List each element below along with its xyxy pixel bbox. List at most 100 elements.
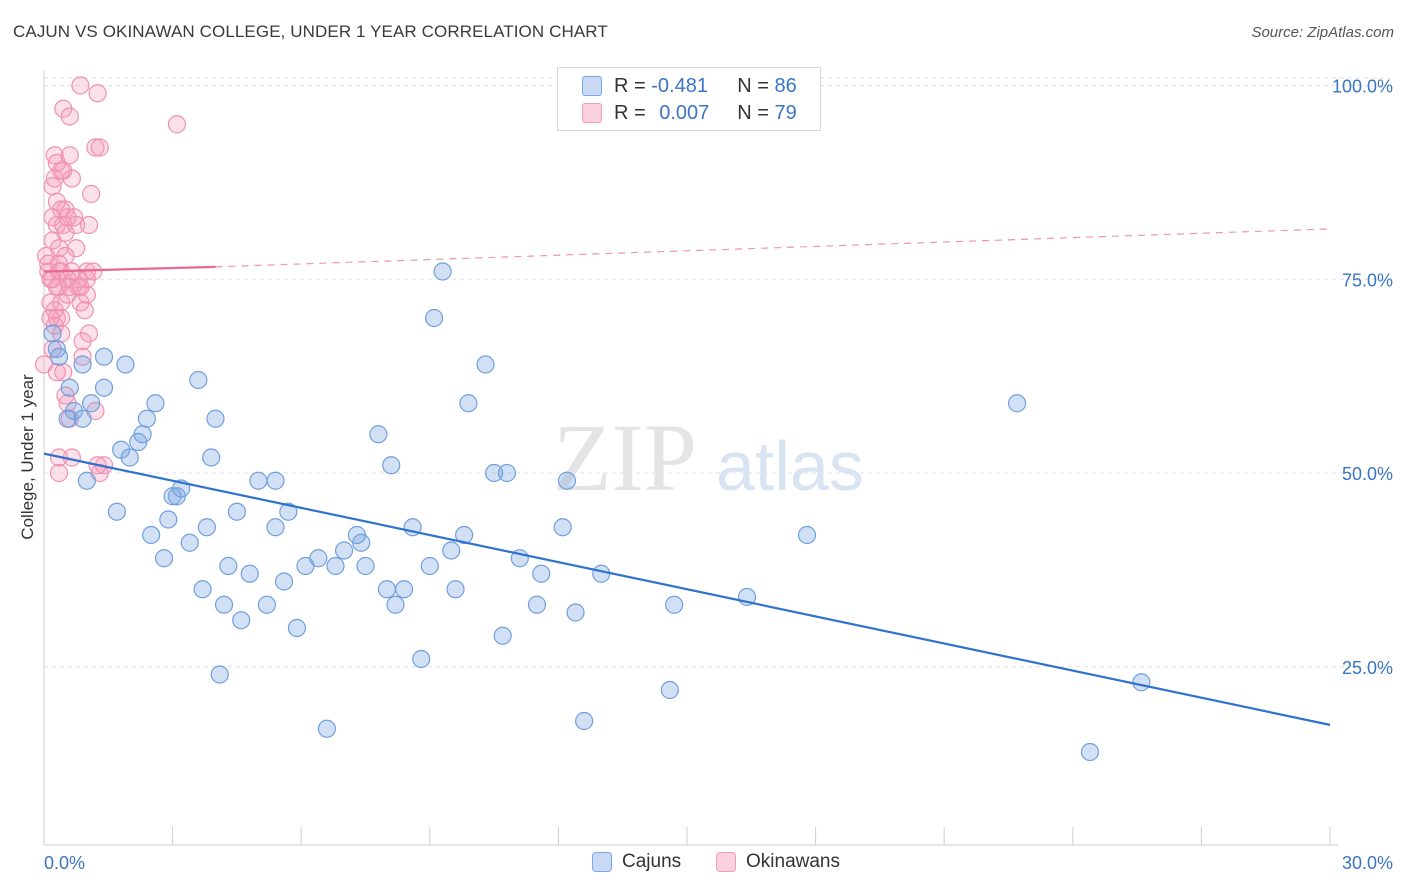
legend-swatch-cajuns [582, 76, 602, 96]
okinawan-point [43, 270, 62, 289]
legend-n-label: N = [737, 101, 775, 124]
cajun-point [665, 595, 684, 614]
cajun-point [352, 533, 371, 552]
cajun-point [287, 618, 307, 638]
cajun-point [476, 355, 495, 374]
cajun-point [1080, 742, 1100, 762]
cajun-point [107, 502, 126, 521]
cajun-point [497, 463, 517, 483]
cajun-point [266, 518, 285, 537]
okinawan-point [77, 285, 96, 304]
cajun-point [356, 556, 375, 576]
legend-swatch-okinawans [582, 103, 602, 123]
cajun-point [334, 541, 354, 560]
okinawan-point [90, 138, 109, 157]
x-tick-labels: 0.0% 30.0% [44, 853, 1393, 873]
cajun-point [566, 603, 585, 622]
cajun-point [446, 580, 465, 599]
bottom-legend-label-cajuns: Cajuns [622, 851, 682, 872]
cajun-point [575, 711, 594, 731]
cajun-point [210, 665, 229, 684]
okinawan-point [73, 347, 92, 366]
cajun-point [1007, 394, 1027, 413]
cajun-point [43, 324, 62, 343]
x-tick-label: 30.0% [1342, 853, 1393, 873]
cajun-point [82, 394, 101, 413]
cajun-point [493, 626, 512, 645]
watermark: ZIP atlas [553, 404, 864, 511]
y-tick-label: 100.0% [1332, 77, 1393, 97]
cajun-point [154, 549, 174, 568]
cajun-point [49, 347, 69, 366]
cajun-point [1132, 673, 1151, 692]
cajun-point [592, 564, 611, 583]
cajun-point [386, 595, 405, 614]
legend-r-label: R = [614, 101, 652, 124]
x-tick-label: 0.0% [44, 853, 85, 873]
cajun-point [60, 378, 79, 397]
y-tick-label: 25.0% [1342, 658, 1393, 678]
watermark-atlas: atlas [716, 427, 864, 505]
cajun-point [94, 378, 114, 397]
source-label: Source: ZipAtlas.com [1251, 24, 1394, 41]
cajun-point [249, 471, 268, 490]
bottom-legend-swatch-cajuns [592, 852, 612, 872]
cajun-point [202, 448, 221, 467]
cajuns-trend-line [43, 452, 1331, 726]
okinawan-point [41, 308, 60, 328]
cajun-point [146, 394, 165, 413]
cajun-point [553, 518, 572, 537]
okinawan-point [60, 107, 79, 126]
bottom-legend-okinawans: Okinawans [716, 851, 840, 873]
cajun-point [193, 580, 212, 599]
legend-n-value: 79 [774, 101, 797, 124]
cajun-point [424, 308, 444, 328]
chart-title: CAJUN VS OKINAWAN COLLEGE, UNDER 1 YEAR … [13, 22, 608, 41]
okinawan-point [167, 115, 186, 134]
bottom-legend-label-okinawans: Okinawans [746, 851, 840, 872]
cajun-point [189, 370, 208, 390]
cajun-point [485, 463, 504, 483]
y-tick-label: 50.0% [1342, 464, 1393, 484]
cajun-point [133, 425, 152, 444]
okinawan-point [60, 146, 79, 165]
cajun-point [377, 580, 397, 599]
cajun-point [180, 533, 199, 552]
cajun-point [274, 572, 294, 591]
okinawans-trend-line [43, 265, 216, 273]
okinawan-point [56, 246, 75, 266]
cajun-point [394, 580, 414, 599]
cajun-point [309, 549, 328, 568]
y-tick-label: 75.0% [1342, 270, 1393, 290]
legend-n-label: N = [737, 74, 775, 97]
cajun-point [159, 510, 178, 529]
okinawan-point [71, 76, 90, 95]
legend-row-okinawans: R = 0.007 N = 79 [582, 100, 797, 126]
cajun-point [660, 680, 679, 700]
axes [43, 70, 1338, 846]
y-axis-label: College, Under 1 year [18, 374, 37, 540]
cajun-point [142, 525, 161, 545]
cajun-point [557, 471, 577, 490]
cajun-point [58, 409, 77, 428]
cajun-point [454, 525, 474, 545]
cajun-point [73, 355, 92, 374]
cajun-point [232, 611, 251, 630]
cajun-point [257, 595, 277, 614]
bottom-legend-cajuns: Cajuns [592, 851, 681, 873]
cajun-point [442, 541, 461, 560]
cajun-point [532, 564, 551, 583]
okinawan-point [67, 215, 86, 235]
y-tick-labels: 100.0% 75.0% 50.0% 25.0% [1332, 77, 1393, 678]
cajun-point [420, 556, 439, 576]
cajun-point [219, 556, 238, 576]
okinawan-point [60, 277, 79, 297]
okinawan-point [52, 161, 71, 180]
cajun-point [459, 394, 478, 413]
okinawan-point [49, 463, 69, 483]
cajun-point [279, 502, 298, 521]
okinawan-point [79, 324, 99, 343]
okinawan-point [88, 84, 107, 103]
cajun-point [73, 409, 92, 428]
